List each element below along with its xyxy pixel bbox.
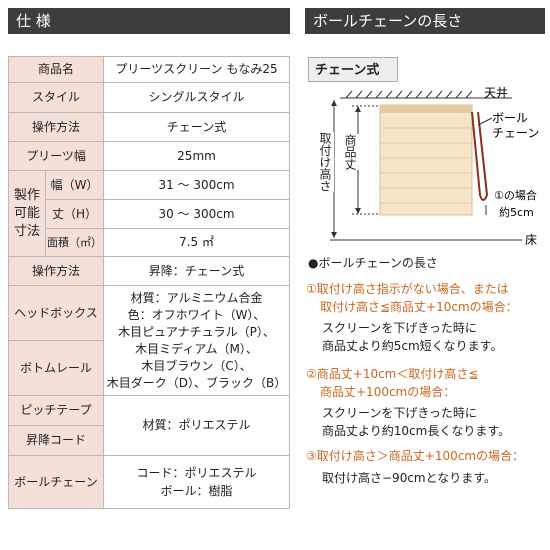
value-line: 材質：アルミニウム合金: [130, 290, 263, 305]
value-line: コード：ポリエステル: [136, 466, 257, 480]
value: チェーン式: [103, 112, 290, 142]
tab: チェーン式: [308, 57, 398, 82]
condition: ②商品丈+10cm＜取付け高さ≦: [306, 367, 479, 381]
note-text: スクリーンを下げきった時に: [322, 321, 477, 335]
condition: ①取付け高さ指示がない場合、または: [306, 282, 509, 296]
value: プリーツスクリーン もなみ25: [103, 56, 290, 83]
value: 30 〜 300cm: [103, 199, 290, 229]
value: 材質：ポリエステル: [103, 395, 290, 456]
head-box: [380, 105, 472, 113]
label: 丈（H）: [44, 199, 105, 229]
label: 操作方法: [7, 256, 105, 286]
label: 昇降コード: [7, 425, 105, 456]
label: プリーツ幅: [7, 141, 105, 171]
spec-table: 商品名 プリーツスクリーン もなみ25 スタイル シングルスタイル 操作方法 チェーン…: [7, 56, 290, 509]
label: スタイル: [7, 82, 105, 113]
case-label: ①の場合: [494, 188, 537, 202]
product-height-label: 商品丈: [342, 134, 359, 170]
label: 面積（㎡）: [44, 228, 105, 257]
label: 操作方法: [7, 112, 105, 142]
label: 商品名: [7, 56, 105, 83]
pleats: [380, 127, 472, 204]
note-text: 商品丈より約5cm短くなります。: [322, 339, 503, 353]
value: シングルスタイル: [103, 82, 290, 113]
offset-label: 約5cm: [499, 205, 534, 219]
chain-label: ボール: [492, 111, 528, 125]
floor-label: 床: [525, 233, 537, 247]
chain-title: ボールチェーンの長さ: [305, 8, 545, 34]
ceiling-hatch: [345, 90, 473, 99]
value: 7.5 ㎡: [103, 228, 290, 257]
value: 31 〜 300cm: [103, 170, 290, 200]
ball-chain: [471, 111, 489, 201]
condition: ③取付け高さ＞商品丈+100cmの場合：: [306, 449, 525, 463]
value-line: 木目ピュアナチュラル（P）、: [118, 324, 275, 339]
mount-height-label: 取付け高さ: [317, 132, 334, 192]
value-line: ボール：樹脂: [160, 484, 233, 498]
label-line: 可能: [13, 205, 40, 221]
spec-title: 仕 様: [8, 8, 290, 34]
note-text: 取付け高さ−90cmとなります。: [322, 471, 497, 485]
ceiling-label: 天井: [484, 86, 508, 100]
label-line: 製作: [13, 187, 40, 203]
label: ボトムレール: [7, 340, 105, 396]
label-line: 寸法: [13, 223, 40, 239]
value-line: 木目ミディアム（M）、: [135, 341, 258, 356]
value-line: 木目ダーク（D）、ブラック（B）: [106, 375, 287, 390]
value: コード：ポリエステル ボール：樹脂: [103, 455, 290, 509]
value-line: 色：オフホワイト（W）、: [127, 307, 266, 322]
note-text: 商品丈より約10cm長くなります。: [322, 424, 511, 438]
notes-title: ●ボールチェーンの長さ: [308, 256, 438, 270]
screen: [379, 104, 473, 216]
chain-label: チェーン: [492, 126, 539, 140]
condition: 取付け高さ≦商品丈+10cmの場合：: [320, 300, 518, 314]
value-line: 木目ブラウン（C）、: [141, 358, 252, 373]
note-text: スクリーンを下げきった時に: [322, 406, 477, 420]
leader-line: [477, 117, 493, 126]
condition: 商品丈+100cmの場合：: [320, 385, 456, 399]
label: 幅（W）: [44, 170, 105, 200]
value: 材質：アルミニウム合金 色：オフホワイト（W）、 木目ピュアナチュラル（P）、 …: [103, 285, 290, 396]
label: ボールチェーン: [7, 455, 105, 509]
label: ピッチテープ: [7, 395, 105, 426]
